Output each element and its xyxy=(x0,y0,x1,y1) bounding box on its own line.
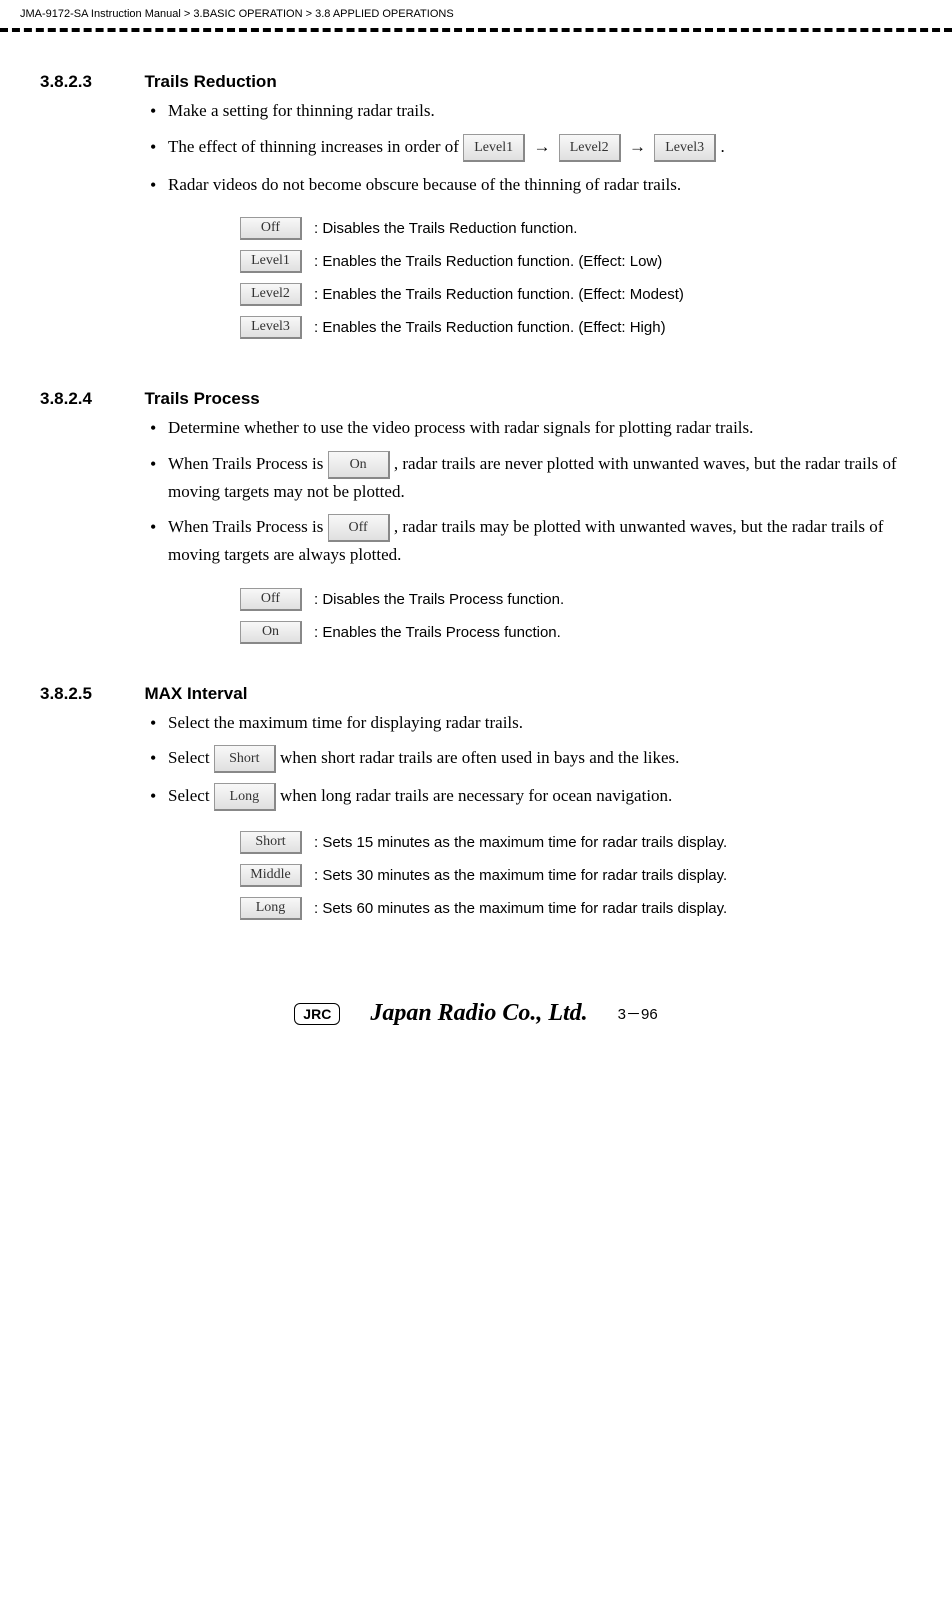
level2-button: Level2 xyxy=(559,134,621,162)
breadcrumb: JMA-9172-SA Instruction Manual > 3.BASIC… xyxy=(0,0,952,24)
on-button: On xyxy=(328,451,390,479)
option-row: On : Enables the Trails Process function… xyxy=(240,621,912,644)
option-row: Level3 : Enables the Trails Reduction fu… xyxy=(240,316,912,339)
page-number: 3－96 xyxy=(618,1003,658,1024)
level3-button: Level3 xyxy=(654,134,716,162)
option-row: Level1 : Enables the Trails Reduction fu… xyxy=(240,250,912,273)
section-number: 3.8.2.4 xyxy=(40,389,140,409)
option-description: : Disables the Trails Reduction function… xyxy=(314,220,577,237)
bullet-item: When Trails Process is On , radar trails… xyxy=(150,451,912,505)
option-description: : Sets 60 minutes as the maximum time fo… xyxy=(314,900,727,917)
footer: JRC Japan Radio Co., Ltd. 3－96 xyxy=(0,970,952,1047)
option-row: Off : Disables the Trails Reduction func… xyxy=(240,217,912,240)
bullet-item: Make a setting for thinning radar trails… xyxy=(150,98,912,124)
option-description: : Sets 30 minutes as the maximum time fo… xyxy=(314,867,727,884)
short-button: Short xyxy=(214,745,276,773)
middle-button: Middle xyxy=(240,864,302,887)
level2-button: Level2 xyxy=(240,283,302,306)
bullet-item: Determine whether to use the video proce… xyxy=(150,415,912,441)
bullet-text: When Trails Process is xyxy=(168,517,328,536)
bullet-text: . xyxy=(720,137,724,156)
section-trails-reduction: 3.8.2.3 Trails Reduction Make a setting … xyxy=(40,72,912,339)
bullet-item: Radar videos do not become obscure becau… xyxy=(150,172,912,198)
bullet-text: Select xyxy=(168,786,214,805)
off-button: Off xyxy=(240,217,302,240)
option-description: : Enables the Trails Reduction function.… xyxy=(314,319,666,336)
section-number: 3.8.2.5 xyxy=(40,684,140,704)
option-description: : Disables the Trails Process function. xyxy=(314,591,564,608)
section-title: Trails Reduction xyxy=(144,72,276,91)
bullet-item: Select the maximum time for displaying r… xyxy=(150,710,912,736)
bullet-text: The effect of thinning increases in orde… xyxy=(168,137,463,156)
level1-button: Level1 xyxy=(240,250,302,273)
bullet-text: When Trails Process is xyxy=(168,454,328,473)
level1-button: Level1 xyxy=(463,134,525,162)
long-button: Long xyxy=(214,783,276,811)
bullet-item: Select Long when long radar trails are n… xyxy=(150,783,912,811)
long-button: Long xyxy=(240,897,302,920)
jrc-logo: JRC xyxy=(294,1003,340,1025)
on-button: On xyxy=(240,621,302,644)
bullet-item: Select Short when short radar trails are… xyxy=(150,745,912,773)
bullet-item: The effect of thinning increases in orde… xyxy=(150,134,912,162)
bullet-item: When Trails Process is Off , radar trail… xyxy=(150,514,912,568)
section-trails-process: 3.8.2.4 Trails Process Determine whether… xyxy=(40,389,912,644)
arrow-icon: → xyxy=(533,137,550,156)
off-button: Off xyxy=(240,588,302,611)
option-description: : Enables the Trails Process function. xyxy=(314,624,561,641)
section-number: 3.8.2.3 xyxy=(40,72,140,92)
divider xyxy=(0,28,952,32)
option-row: Off : Disables the Trails Process functi… xyxy=(240,588,912,611)
bullet-text: Select xyxy=(168,748,214,767)
short-button: Short xyxy=(240,831,302,854)
option-row: Long : Sets 60 minutes as the maximum ti… xyxy=(240,897,912,920)
section-title: MAX Interval xyxy=(144,684,247,703)
option-row: Level2 : Enables the Trails Reduction fu… xyxy=(240,283,912,306)
section-max-interval: 3.8.2.5 MAX Interval Select the maximum … xyxy=(40,684,912,921)
option-row: Middle : Sets 30 minutes as the maximum … xyxy=(240,864,912,887)
arrow-icon: → xyxy=(629,137,646,156)
option-description: : Enables the Trails Reduction function.… xyxy=(314,253,662,270)
bullet-text: when long radar trails are necessary for… xyxy=(280,786,672,805)
option-description: : Enables the Trails Reduction function.… xyxy=(314,286,684,303)
company-name: Japan Radio Co., Ltd. xyxy=(370,1000,587,1027)
bullet-text: when short radar trails are often used i… xyxy=(280,748,679,767)
option-description: : Sets 15 minutes as the maximum time fo… xyxy=(314,834,727,851)
level3-button: Level3 xyxy=(240,316,302,339)
option-row: Short : Sets 15 minutes as the maximum t… xyxy=(240,831,912,854)
section-title: Trails Process xyxy=(144,389,259,408)
off-button: Off xyxy=(328,514,390,542)
